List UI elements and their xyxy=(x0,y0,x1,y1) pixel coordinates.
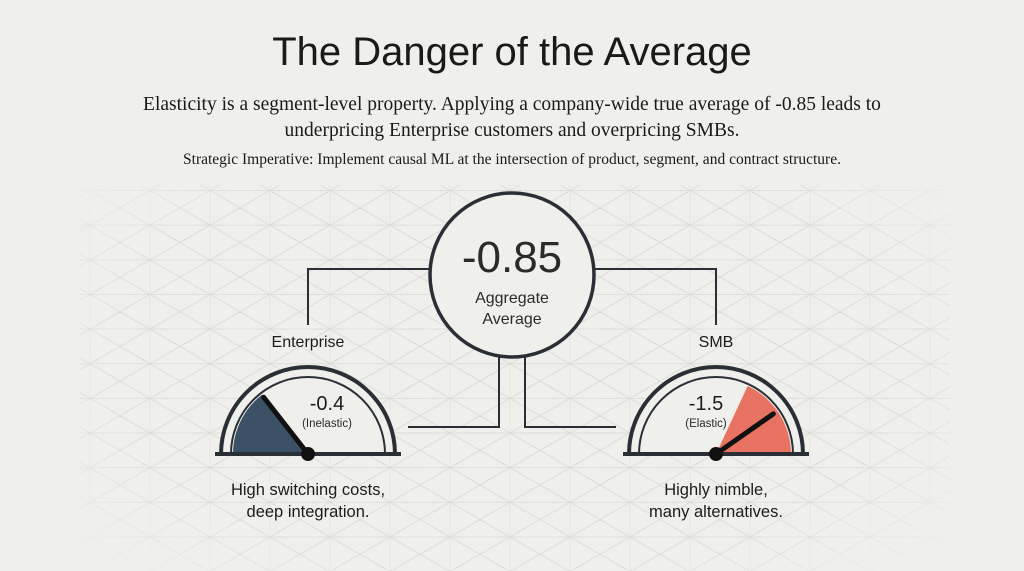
enterprise-description: High switching costs, deep integration. xyxy=(198,479,418,523)
enterprise-needle xyxy=(261,394,311,457)
subtitle-line-2: underpricing Enterprise customers and ov… xyxy=(284,120,740,141)
smb-label: SMB xyxy=(698,334,734,351)
page-title: The Danger of the Average xyxy=(272,30,752,74)
smb-needle xyxy=(713,411,776,457)
smb-gauge xyxy=(623,365,809,461)
enterprise-classification: (Inelastic) xyxy=(302,418,352,430)
smb-needle-hub xyxy=(709,447,723,461)
aggregate-value: -0.85 xyxy=(461,233,563,282)
subtitle: Elasticity is a segment-level property. … xyxy=(40,92,984,144)
subtitle-line-1: Elasticity is a segment-level property. … xyxy=(143,94,881,115)
connector-left-top xyxy=(307,268,430,325)
smb-desc-line-1: Highly nimble, xyxy=(664,481,768,499)
connector-right-top xyxy=(594,268,717,325)
enterprise-needle-hub xyxy=(301,447,315,461)
connector-left-bottom xyxy=(408,355,500,428)
smb-value: -1.5 xyxy=(688,393,724,415)
smb-classification: (Elastic) xyxy=(685,418,727,430)
enterprise-value: -0.4 xyxy=(309,393,345,415)
aggregate-label: Aggregate Average xyxy=(428,288,596,330)
aggregate-label-line-2: Average xyxy=(482,311,542,328)
connector-right-bottom xyxy=(524,355,616,428)
enterprise-desc-line-1: High switching costs, xyxy=(230,481,386,499)
smb-desc-line-2: many alternatives. xyxy=(649,503,783,521)
enterprise-gauge-fill xyxy=(233,394,308,454)
enterprise-desc-line-2: deep integration. xyxy=(246,503,370,521)
aggregate-circle xyxy=(428,191,596,359)
smb-description: Highly nimble, many alternatives. xyxy=(606,479,826,523)
strategic-imperative: Strategic Imperative: Implement causal M… xyxy=(183,151,841,168)
enterprise-label: Enterprise xyxy=(271,334,345,351)
smb-gauge-fill xyxy=(716,386,791,454)
enterprise-gauge xyxy=(215,365,401,461)
aggregate-label-line-1: Aggregate xyxy=(475,290,549,307)
